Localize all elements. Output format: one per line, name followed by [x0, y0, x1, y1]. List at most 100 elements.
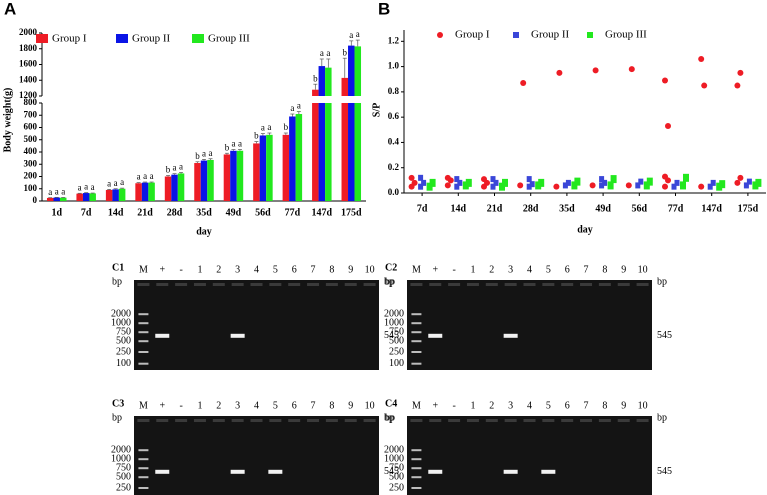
ladder-label: 250	[116, 346, 131, 357]
lane-label: 1	[470, 400, 475, 411]
ladder-band	[411, 340, 422, 343]
well	[156, 419, 169, 422]
lane-label: -	[179, 264, 182, 275]
dot	[680, 181, 686, 190]
dot	[490, 176, 496, 183]
pcr-band	[428, 333, 443, 338]
unit-label: bp	[384, 412, 394, 423]
lane-label: 7	[311, 264, 316, 275]
lane-label: 5	[273, 264, 278, 275]
ladder-band	[411, 476, 422, 479]
well	[448, 283, 461, 286]
lane-label: 5	[273, 400, 278, 411]
ladder-band	[138, 458, 149, 461]
well	[429, 283, 442, 286]
well	[175, 419, 188, 422]
ladder-band	[411, 487, 422, 489]
well	[561, 419, 574, 422]
well	[485, 283, 498, 286]
ladder-band	[411, 449, 422, 452]
ladder-band	[138, 476, 149, 479]
dot	[465, 178, 472, 187]
bar	[164, 176, 172, 201]
dot	[526, 176, 532, 183]
dot	[646, 177, 653, 186]
dot	[574, 177, 581, 186]
y-tick-label: 0.6	[388, 111, 400, 121]
lane-label: 7	[311, 400, 316, 411]
dot	[454, 183, 460, 190]
dot	[592, 67, 599, 74]
ladder-band	[138, 322, 149, 325]
x-tick-label: 77d	[668, 203, 684, 214]
bar-upper	[341, 77, 349, 96]
x-tick-label: 147d	[701, 203, 722, 214]
bar	[259, 135, 267, 201]
lane-label: 7	[584, 400, 589, 411]
dot	[698, 183, 705, 190]
y-tick-label: 1800	[19, 43, 38, 53]
dot	[418, 183, 424, 190]
lane-label: 10	[365, 400, 375, 411]
ladder-label: 100	[116, 494, 131, 495]
bar	[171, 174, 178, 201]
well	[504, 283, 517, 286]
lane-label: 9	[348, 400, 353, 411]
x-tick-label: 21d	[137, 207, 153, 218]
lane-label: 8	[329, 264, 334, 275]
bar	[82, 193, 90, 201]
gel-label: C1	[112, 262, 124, 273]
y-tick-label: 1.2	[388, 35, 400, 45]
dot	[526, 183, 532, 190]
dot	[662, 183, 668, 190]
significance-letter: a	[107, 178, 111, 188]
significance-letter: a	[78, 182, 82, 192]
well	[156, 283, 169, 286]
significance-letter: b	[343, 47, 348, 57]
well	[269, 283, 282, 286]
dot	[517, 182, 524, 189]
unit-label: bp	[385, 412, 395, 423]
y-tick-label: 1.0	[388, 61, 400, 71]
dot	[635, 182, 641, 189]
dot	[719, 180, 726, 189]
y-tick-label: 400	[24, 146, 38, 156]
significance-letter: a	[290, 103, 294, 113]
lane-label: 7	[584, 264, 589, 275]
bar	[141, 182, 149, 201]
x-tick-label: 56d	[632, 203, 648, 214]
pcr-band	[155, 469, 170, 474]
lane-label: M	[412, 264, 421, 275]
well	[617, 419, 630, 422]
dot	[746, 178, 752, 185]
ladder-label: 750	[116, 326, 131, 337]
x-tick-label: 35d	[559, 203, 575, 214]
ladder-label: 250	[116, 482, 131, 493]
ladder-label: 750	[389, 326, 404, 337]
lane-label: -	[452, 264, 455, 275]
well	[344, 283, 357, 286]
lane-label: 4	[527, 400, 532, 411]
lane-label: 10	[365, 264, 375, 275]
bar	[236, 150, 244, 201]
x-tick-label: 49d	[226, 207, 242, 218]
ladder-label: 1000	[384, 317, 404, 328]
bar	[105, 189, 113, 201]
gel-label: C4	[385, 398, 397, 409]
bar-upper	[312, 89, 319, 96]
lane-label: 4	[254, 264, 259, 275]
well	[363, 419, 376, 422]
bar	[135, 183, 142, 201]
dot	[671, 183, 677, 190]
bar	[223, 154, 231, 201]
legend-swatch	[116, 34, 128, 43]
well	[561, 283, 574, 286]
well	[307, 283, 320, 286]
lane-label: 5	[546, 400, 551, 411]
unit-label: bp	[657, 276, 667, 287]
bar	[177, 173, 185, 201]
legend-swatch	[513, 32, 519, 38]
bar-lower	[325, 103, 332, 201]
well	[542, 419, 555, 422]
well	[617, 283, 630, 286]
